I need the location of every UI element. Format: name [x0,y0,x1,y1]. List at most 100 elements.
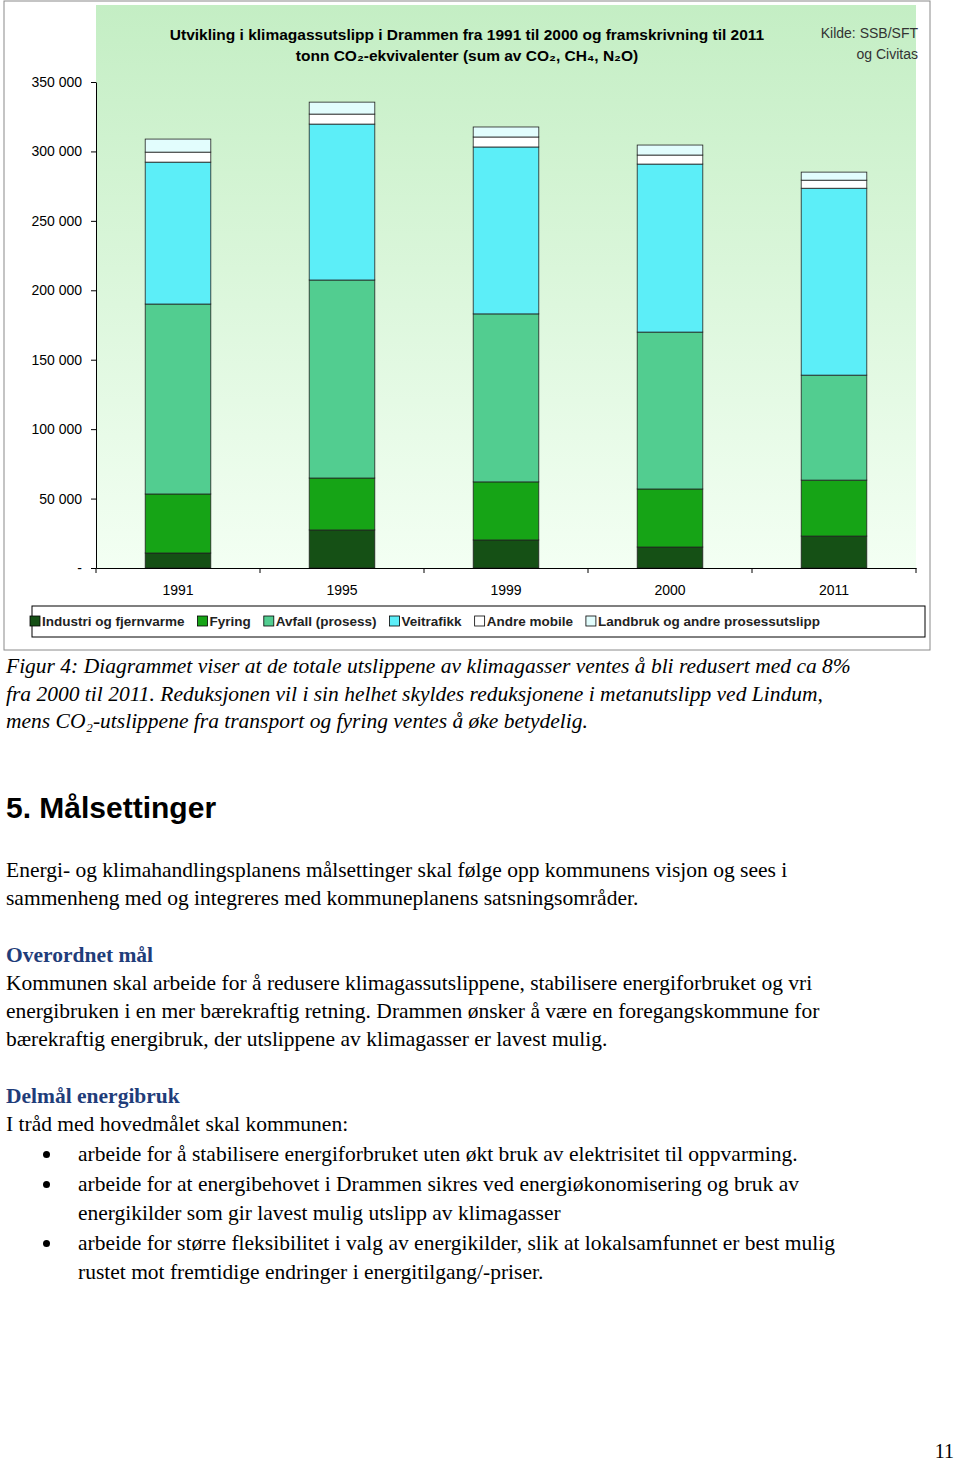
bullet-line: arbeide for at energibehovet i Drammen s… [78,1170,799,1198]
tick: 350 000 [31,74,96,90]
legend-item: Industri og fjernvarme [30,614,185,629]
bullet-dot [43,1151,50,1158]
series [145,102,867,180]
bar-segment [309,114,375,124]
legend-label: Landbruk og andre prosessutslipp [598,614,820,629]
bullet-line: energikilder som gir lavest mulig utslip… [78,1199,561,1227]
legend-item: Fyring [198,614,251,629]
bar-segment [473,147,539,314]
paragraph-line: energibruken i en mer bærekraftig retnin… [6,997,819,1025]
bar-segment [309,530,375,568]
bar-segment [637,164,703,332]
legend-swatch [198,616,208,626]
category-separator [424,568,425,573]
caption-line: Figur 4: Diagrammet viser at de totale u… [6,652,851,680]
tick-mark [91,568,96,569]
paragraph-line: Kommunen skal arbeide for å redusere kli… [6,969,812,997]
legend-label: Andre mobile [487,614,574,629]
bar-segment [309,478,375,530]
bar-segment [637,155,703,164]
tick: 100 000 [31,421,96,437]
subheading: Overordnet mål [6,941,153,969]
bar-segment [637,547,703,568]
bar-segment [309,124,375,280]
legend-label: Avfall (prosess) [276,614,377,629]
tick-label: 150 000 [31,352,82,368]
tick-label: 2000 [654,582,685,598]
bullet-dot [43,1181,50,1188]
tick-mark [91,499,96,500]
tick-label: 50 000 [39,491,82,507]
tick: 300 000 [31,143,96,159]
tick-mark [91,221,96,222]
tick-label: 1995 [326,582,357,598]
bar-segment [145,139,211,152]
axis-line [96,83,97,569]
bar-segment [145,304,211,494]
tick: 2011 [819,568,849,598]
section-heading: 5. Målsettinger [6,788,216,828]
legend-label: Veitrafikk [402,614,463,629]
legend: Industri og fjernvarme Fyring Avfall (pros… [30,606,925,637]
tick: 1995 [326,568,357,598]
legend-swatch [586,616,596,626]
bullet-line: arbeide for større fleksibilitet i valg … [78,1229,835,1257]
bar-segment [801,188,867,375]
caption-line: mens CO₂-utslippene fra transport og fyr… [6,707,588,735]
bar-segment [801,172,867,180]
series [145,124,867,375]
bar-segment [145,553,211,568]
annotation: Kilde: SSB/SFT [821,25,919,41]
tick-mark [91,82,96,83]
series [145,114,867,188]
tick-label: 2011 [819,582,849,598]
tick-label: 250 000 [31,213,82,229]
series [145,478,867,553]
bullet-line: arbeide for å stabilisere energiforbruke… [78,1140,798,1168]
legend-item: Avfall (prosess) [264,614,377,629]
legend-label: Industri og fjernvarme [42,614,185,629]
bars [145,102,867,568]
x-axis: 1991 1995 1999 2000 2011 [97,568,917,598]
category-separator [752,568,753,573]
tick: 150 000 [31,352,96,368]
category-separator [260,568,261,573]
legend-label: Fyring [210,614,251,629]
bar-segment [801,180,867,188]
tick: 50 000 [39,491,96,507]
legend-swatch [390,616,400,626]
tick-mark [91,429,96,430]
chart-frame [4,1,930,650]
tick-label: 100 000 [31,421,82,437]
tick-mark [91,151,96,152]
legend-swatch [475,616,485,626]
bar-segment [473,482,539,540]
tick: - [77,560,96,576]
bar-segment [637,145,703,155]
paragraph-line: I tråd med hovedmålet skal kommunen: [6,1110,348,1138]
bar-segment [801,536,867,568]
legend-swatch [264,616,274,626]
bar-segment [473,137,539,147]
tick-mark [91,290,96,291]
chart-subtitle: tonn CO₂-ekvivalenter (sum av CO₂, CH₄, … [296,47,638,64]
tick: 1991 [162,568,193,598]
tick: 1999 [490,568,521,598]
bar-segment [801,375,867,480]
bar-segment [473,314,539,482]
legend-item: Landbruk og andre prosessutslipp [586,614,820,629]
legend-item: Andre mobile [475,614,574,629]
legend-swatch [30,616,40,626]
bar-segment [473,127,539,137]
paragraph-line: sammenheng med og integreres med kommune… [6,884,638,912]
tick-label: 1991 [162,582,193,598]
axis-line [97,568,917,569]
subheading: Delmål energibruk [6,1082,180,1110]
bar-segment [145,162,211,304]
bar-segment [637,332,703,489]
bullet-line: rustet mot fremtidige endringer i energi… [78,1258,543,1286]
legend-box [32,606,925,637]
tick: 250 000 [31,213,96,229]
tick: 2000 [654,568,685,598]
tick-label: 1999 [490,582,521,598]
